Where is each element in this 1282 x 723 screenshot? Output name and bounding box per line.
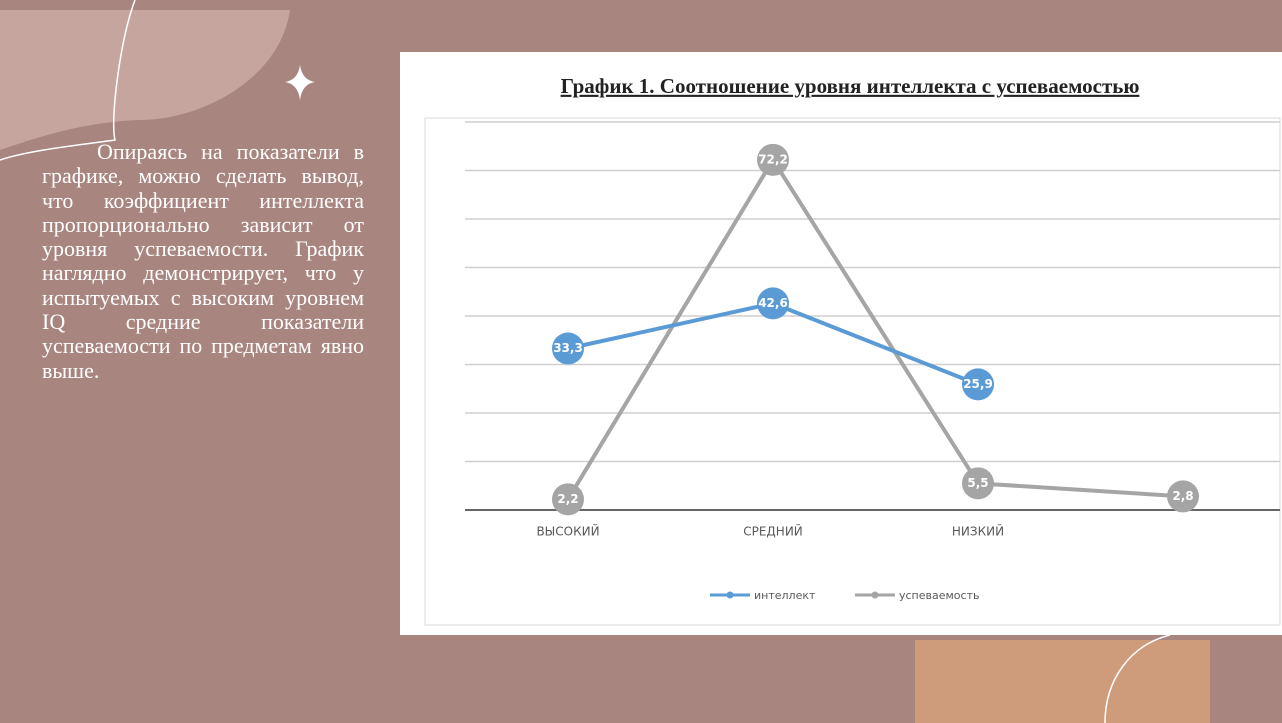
data-label: 25,9 — [963, 377, 993, 391]
data-label: 5,5 — [967, 476, 988, 490]
x-tick-label: НИЗКИЙ — [952, 524, 1004, 539]
data-label: 2,2 — [557, 492, 578, 506]
legend-marker — [872, 592, 879, 599]
decor-star — [285, 65, 315, 100]
x-tick-label: СРЕДНИЙ — [743, 524, 803, 539]
data-label: 2,8 — [1172, 489, 1193, 503]
body-text: Опираясь на показатели в графике, можно … — [42, 140, 364, 383]
legend-label: интеллект — [754, 589, 816, 602]
legend-marker — [727, 592, 734, 599]
decor-shape — [915, 640, 1210, 723]
decor-shape — [0, 10, 290, 150]
chart-card — [400, 52, 1282, 635]
slide: График 1. Соотношение уровня интеллекта … — [0, 0, 1282, 723]
chart-title: График 1. Соотношение уровня интеллекта … — [561, 74, 1140, 98]
legend-label: успеваемость — [899, 589, 979, 602]
data-label: 42,6 — [758, 296, 788, 310]
x-tick-label: ВЫСОКИЙ — [536, 524, 599, 539]
data-label: 72,2 — [758, 152, 788, 166]
data-label: 33,3 — [553, 341, 583, 355]
